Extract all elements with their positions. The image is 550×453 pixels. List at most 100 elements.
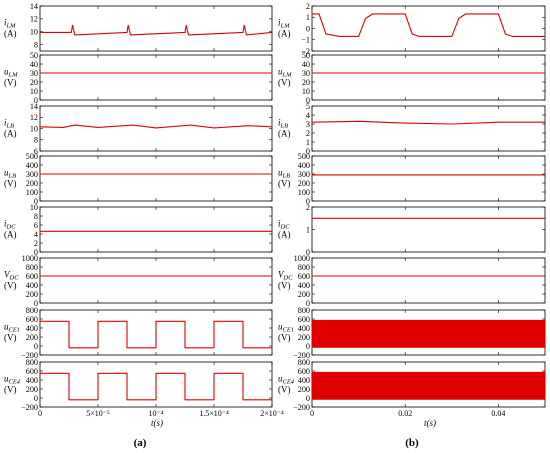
- y-tick-label: 0: [34, 248, 38, 257]
- y-tick-label: 600: [298, 272, 310, 281]
- axes-frame: [39, 105, 273, 152]
- y-tick-label: 5: [306, 102, 310, 111]
- y-axis-unit: (A): [278, 129, 291, 139]
- y-axis-label: iLM: [4, 18, 16, 30]
- y-axis-label: iLB: [4, 118, 14, 130]
- y-tick-label: 10: [30, 87, 38, 96]
- y-tick-label: 600: [26, 315, 38, 324]
- y-tick-label: 0: [34, 299, 38, 308]
- axes-frame: [311, 206, 546, 253]
- y-tick-label: −200: [293, 403, 310, 412]
- y-axis-unit: (A): [4, 230, 17, 240]
- y-tick-label: 200: [26, 385, 38, 394]
- y-tick-label: 0: [34, 342, 38, 351]
- y-tick-label: 200: [298, 290, 310, 299]
- y-axis-unit: (A): [4, 129, 17, 139]
- subplot-a-2: 6 8 10 12 14 iLB(A): [4, 102, 273, 156]
- y-axis-label: iDC: [4, 219, 16, 231]
- y-axis-label: uLB: [4, 168, 16, 180]
- axes-frame: [39, 206, 273, 253]
- y-axis-label: uCE1: [278, 322, 294, 334]
- y-tick-label: 0: [34, 197, 38, 206]
- y-axis-unit: (V): [4, 281, 17, 291]
- signal-line: [40, 320, 272, 349]
- y-tick-label: 500: [26, 152, 38, 161]
- y-tick-label: 10: [30, 28, 38, 37]
- y-axis-label: VDC: [4, 270, 19, 282]
- axes-frame: [311, 155, 546, 202]
- y-axis-unit: (V): [4, 333, 17, 343]
- subplot-b-0: −2 −1 0 1 2 iLM(A): [278, 2, 546, 56]
- y-tick-label: 400: [26, 376, 38, 385]
- axes-frame: [39, 155, 273, 202]
- axes-frame: [311, 257, 546, 304]
- subplot-a-0: 8 10 12 14 iLM(A): [4, 2, 273, 52]
- panel-label-b: (b): [405, 437, 419, 449]
- y-tick-label: 200: [298, 385, 310, 394]
- y-tick-label: 600: [298, 315, 310, 324]
- y-tick-label: 0: [306, 299, 310, 308]
- x-tick-label: 1.5×10⁻⁴: [199, 409, 229, 418]
- y-tick-label: 0: [306, 96, 310, 105]
- y-tick-label: 3: [306, 120, 310, 129]
- y-tick-label: 1000: [294, 254, 310, 263]
- y-tick-label: 10: [30, 124, 38, 133]
- y-axis-label: uLM: [278, 67, 292, 79]
- y-tick-label: 6: [34, 147, 38, 156]
- y-tick-label: 300: [298, 170, 310, 179]
- y-tick-label: 8: [34, 212, 38, 221]
- y-tick-label: 8: [34, 136, 38, 145]
- axes-frame: [39, 5, 273, 52]
- y-tick-label: 1000: [22, 254, 38, 263]
- y-tick-label: 20: [30, 78, 38, 87]
- y-tick-label: 0: [306, 24, 310, 33]
- signal-line: [40, 372, 272, 401]
- y-axis-label: uLB: [278, 168, 290, 180]
- y-tick-label: −1: [301, 36, 310, 45]
- signal-line: [39, 124, 273, 129]
- y-tick-label: 10: [302, 87, 310, 96]
- y-tick-label: 40: [30, 60, 38, 69]
- y-tick-label: 0: [306, 197, 310, 206]
- y-tick-label: 800: [26, 306, 38, 315]
- y-tick-label: 8: [34, 40, 38, 49]
- y-axis-unit: (V): [4, 385, 17, 395]
- x-axis-label-a: t(s): [151, 418, 163, 428]
- y-tick-label: 800: [298, 358, 310, 367]
- y-axis-label: VDC: [278, 270, 293, 282]
- y-tick-label: 800: [26, 358, 38, 367]
- y-tick-label: 200: [26, 179, 38, 188]
- x-tick-label: 0: [310, 409, 314, 418]
- y-axis-label: uCE1: [4, 322, 20, 334]
- x-tick-label: 5×10⁻⁵: [86, 409, 110, 418]
- x-tick-label: 2×10⁻⁴: [260, 409, 284, 418]
- y-tick-label: 0: [306, 248, 310, 257]
- y-axis-unit: (V): [4, 78, 17, 88]
- y-tick-label: 800: [298, 263, 310, 272]
- y-tick-label: 4: [306, 111, 310, 120]
- y-tick-label: 40: [302, 60, 310, 69]
- y-axis-label: iDC: [278, 219, 290, 231]
- y-tick-label: 2: [306, 2, 310, 11]
- y-tick-label: 400: [26, 324, 38, 333]
- y-tick-label: 4: [34, 230, 38, 239]
- y-tick-label: 0: [306, 342, 310, 351]
- y-tick-label: 2: [34, 239, 38, 248]
- signal-line: [311, 120, 545, 125]
- x-axis-label-b: t(s): [424, 418, 436, 428]
- y-tick-label: 200: [26, 290, 38, 299]
- y-tick-label: 10: [30, 203, 38, 212]
- plots-group: 8101214iLM(A)01020304050uLM(V)68101214iL…: [4, 2, 546, 418]
- y-tick-label: −2: [301, 47, 310, 56]
- y-tick-label: 400: [298, 281, 310, 290]
- y-tick-label: 6: [34, 221, 38, 230]
- y-tick-label: 0: [34, 394, 38, 403]
